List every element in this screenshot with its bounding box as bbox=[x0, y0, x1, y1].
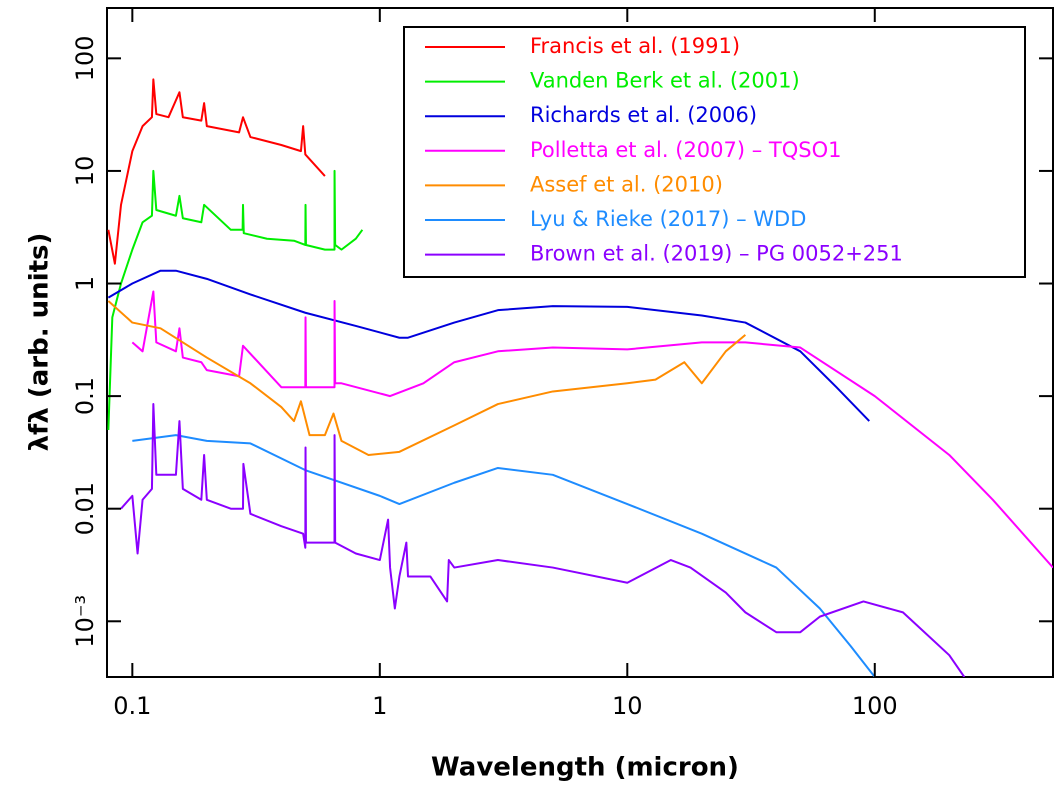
series-line bbox=[107, 169, 364, 431]
y-tick-label: 1 bbox=[71, 276, 99, 291]
y-tick-label: 100 bbox=[71, 35, 99, 81]
x-axis-label: Wavelength (micron) bbox=[431, 753, 739, 783]
legend-label: Brown et al. (2019) – PG 0052+251 bbox=[530, 242, 903, 266]
x-tick-label: 1 bbox=[372, 692, 387, 720]
legend-label: Richards et al. (2006) bbox=[530, 103, 757, 127]
y-axis-label: λfλ (arb. units) bbox=[25, 233, 55, 452]
series-line bbox=[131, 290, 1053, 569]
y-tick-label: 0.01 bbox=[71, 482, 99, 535]
x-tick-label: 10 bbox=[612, 692, 643, 720]
legend-label: Vanden Berk et al. (2001) bbox=[530, 69, 800, 93]
legend-label: Assef et al. (2010) bbox=[530, 172, 723, 196]
series-line bbox=[132, 434, 876, 677]
series-line bbox=[107, 269, 870, 422]
x-tick-label: 100 bbox=[852, 692, 898, 720]
y-tick-label: 10⁻³ bbox=[71, 595, 99, 648]
series-layer bbox=[107, 78, 1053, 677]
series-line bbox=[107, 78, 326, 265]
y-tick-label: 10 bbox=[71, 156, 99, 187]
legend-label: Lyu & Rieke (2017) – WDD bbox=[530, 207, 806, 231]
series-line bbox=[107, 300, 747, 456]
legend-label: Polletta et al. (2007) – TQSO1 bbox=[530, 138, 842, 162]
legend-label: Francis et al. (1991) bbox=[530, 34, 740, 58]
plot-frame bbox=[106, 7, 1054, 678]
series-line bbox=[120, 403, 966, 677]
y-tick-label: 0.1 bbox=[71, 377, 99, 415]
x-tick-label: 0.1 bbox=[113, 692, 151, 720]
legend-box bbox=[403, 26, 1026, 278]
